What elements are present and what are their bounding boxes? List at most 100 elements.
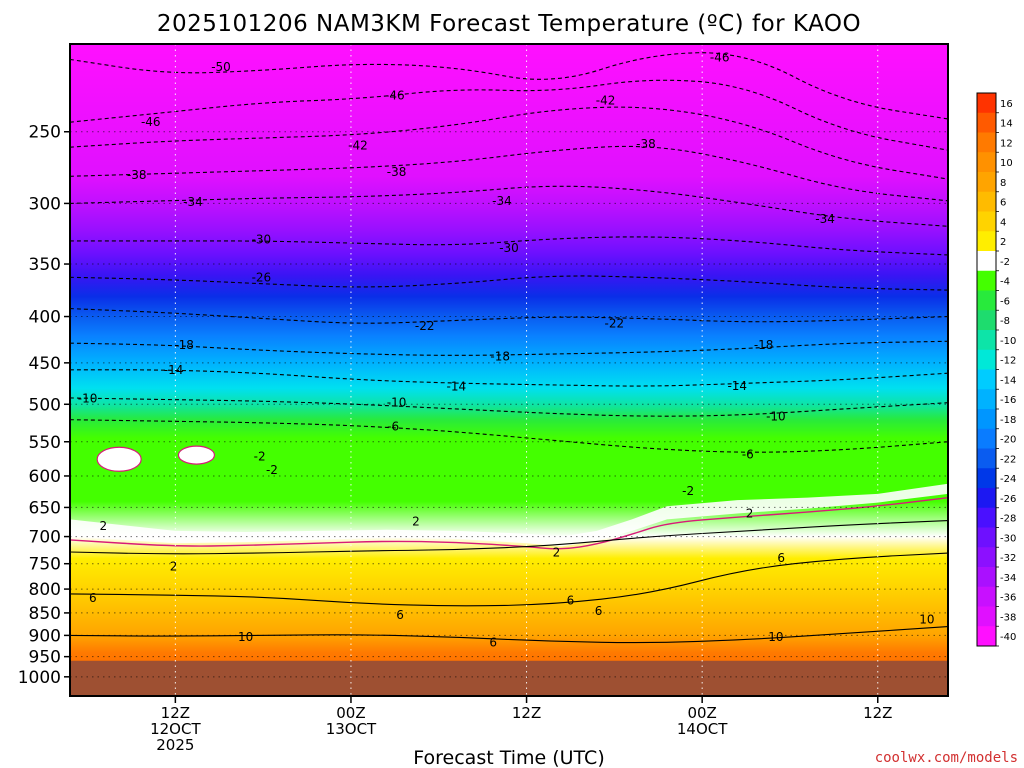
- colorbar-swatch: [977, 211, 996, 232]
- y-tick-label: 700: [29, 528, 61, 548]
- contour-label: 2: [746, 506, 754, 520]
- plot-area: -50 -46 -46 -46 -42 -42 -38 -38 -38 -34 -34 -34 -30 -…: [70, 44, 948, 696]
- plot-frame: [69, 43, 949, 697]
- x-tick-label: 2025: [156, 736, 194, 754]
- colorbar-swatch: [977, 567, 996, 588]
- credit-text: coolwx.com/models: [875, 750, 1018, 766]
- contour-label: -10: [766, 410, 786, 424]
- contour-label: -6: [742, 447, 754, 461]
- colorbar-swatch: [977, 290, 996, 311]
- colorbar-label: -38: [1000, 612, 1016, 623]
- x-tick-label: 12OCT: [150, 720, 201, 738]
- isotherm-line: [70, 52, 948, 120]
- contour-label: 6: [89, 591, 97, 605]
- colorbar-swatch: [977, 132, 996, 153]
- colorbar-label: -20: [1000, 435, 1016, 446]
- x-axis-title: Forecast Time (UTC): [413, 747, 604, 768]
- colorbar-swatch: [977, 586, 996, 607]
- colorbar-label: -26: [1000, 494, 1016, 505]
- colorbar-swatch: [977, 468, 996, 489]
- colorbar-label: -16: [1000, 395, 1016, 406]
- isotherm-contours: [70, 52, 948, 644]
- y-tick-label: 1000: [18, 668, 61, 688]
- contour-label: 2: [170, 559, 178, 573]
- contour-label: -2: [682, 484, 694, 498]
- y-tick-label: 350: [29, 255, 61, 275]
- contour-label: -34: [492, 194, 512, 208]
- contour-label: -2: [266, 463, 278, 477]
- contour-label: 10: [768, 630, 783, 644]
- isotherm-line: [70, 419, 948, 453]
- grid-lines: [70, 44, 948, 696]
- y-tick-label: 850: [29, 604, 61, 624]
- colorbar-swatch: [977, 488, 996, 509]
- contour-label: -34: [183, 195, 203, 209]
- warm-pocket: [177, 445, 216, 465]
- x-tick-label: 00Z: [687, 704, 716, 722]
- contour-label: -2: [254, 449, 266, 463]
- contour-label: 6: [777, 551, 785, 565]
- contour-label: 10: [238, 630, 253, 644]
- colorbar-label: 16: [1000, 99, 1013, 110]
- contour-label: -46: [710, 51, 730, 65]
- colorbar: 16 14 12 10 8 6 4 2 -2 -4 -6 -8 -10 -12 -14 -16 -18 -20 -2…: [976, 92, 1016, 647]
- contour-label: 2: [100, 519, 108, 533]
- colorbar-label: 8: [1000, 178, 1006, 189]
- colorbar-label: -36: [1000, 593, 1016, 604]
- colorbar-label: -6: [1000, 296, 1010, 307]
- contour-label: 6: [595, 604, 603, 618]
- contour-label: -18: [754, 338, 774, 352]
- y-tick-label: 750: [29, 555, 61, 575]
- isotherm-line: [70, 145, 948, 202]
- colorbar-swatch: [977, 409, 996, 430]
- colorbar-swatch: [977, 547, 996, 568]
- contour-label: -14: [164, 363, 184, 377]
- y-tick-label: 450: [29, 354, 61, 374]
- contour-label: -14: [447, 380, 467, 394]
- contour-label: 6: [396, 608, 404, 622]
- colorbar-label: -30: [1000, 533, 1016, 544]
- colorbar-label: -40: [1000, 632, 1016, 643]
- isotherm-line: [70, 397, 948, 417]
- colorbar-label: -18: [1000, 415, 1016, 426]
- freezing-contour-line: [70, 496, 948, 550]
- colorbar-swatch: [977, 448, 996, 469]
- colorbar-swatch: [977, 172, 996, 193]
- isotherm-line: [70, 79, 948, 151]
- contour-label: 6: [567, 594, 575, 608]
- colorbar-label: -4: [1000, 277, 1010, 288]
- y-tick-label: 800: [29, 580, 61, 600]
- contour-label: -46: [141, 115, 161, 129]
- colorbar-label: -28: [1000, 514, 1016, 525]
- contour-label: -42: [596, 94, 616, 108]
- contour-label: -6: [387, 419, 399, 433]
- colorbar-swatch: [977, 93, 996, 114]
- colorbar-label: -2: [1000, 257, 1010, 268]
- contour-label: -26: [252, 270, 272, 284]
- contour-label: 2: [412, 515, 420, 529]
- contour-label: -30: [499, 241, 519, 255]
- contour-label: -38: [387, 165, 407, 179]
- contour-label: -10: [387, 396, 407, 410]
- freezing-band-shape: [70, 483, 948, 547]
- colorbar-swatch: [977, 349, 996, 370]
- colorbar-swatch: [977, 527, 996, 548]
- colorbar-label: 10: [1000, 158, 1013, 169]
- isotherm-line: [70, 308, 948, 324]
- contour-label: -46: [385, 89, 405, 103]
- contour-label: 2: [553, 546, 561, 560]
- x-tick-label: 00Z: [336, 704, 365, 722]
- colorbar-label: -14: [1000, 375, 1016, 386]
- isotherm-line: [70, 369, 948, 387]
- y-tick-label: 300: [29, 194, 61, 214]
- colorbar-swatch: [977, 231, 996, 252]
- colorbar-label: 12: [1000, 138, 1013, 149]
- colorbar-label: -8: [1000, 316, 1010, 327]
- colorbar-swatch: [977, 310, 996, 331]
- warm-pocket: [96, 446, 142, 472]
- y-tick-label: 600: [29, 467, 61, 487]
- y-tick-label: 900: [29, 626, 61, 646]
- x-tick-label: 13OCT: [326, 720, 377, 738]
